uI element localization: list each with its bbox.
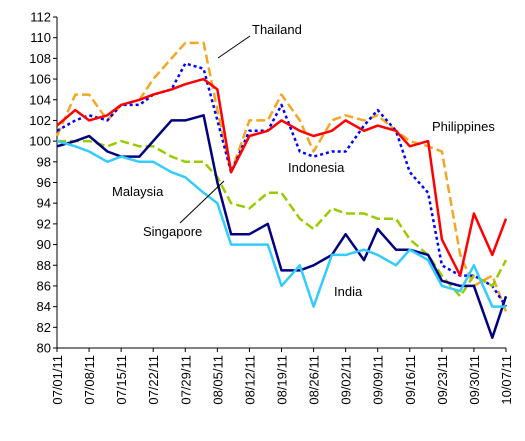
y-tick-label: 104 <box>29 92 51 107</box>
x-tick-label: 09/23/11 <box>435 355 450 405</box>
x-tick-label: 09/16/11 <box>403 355 418 405</box>
x-tick-label: 10/07/11 <box>499 355 514 405</box>
series-label: India <box>334 284 363 299</box>
y-tick-label: 108 <box>29 51 51 66</box>
y-tick-label: 106 <box>29 72 51 87</box>
y-tick-label: 96 <box>37 175 51 190</box>
x-tick-label: 07/08/11 <box>82 355 97 405</box>
y-tick-label: 98 <box>37 154 51 169</box>
y-tick-label: 94 <box>37 196 51 211</box>
series-line <box>56 62 508 308</box>
y-tick-label: 110 <box>30 30 51 45</box>
series-label: Singapore <box>143 224 202 239</box>
y-tick-label: 100 <box>29 134 51 149</box>
x-tick-label: 07/22/11 <box>146 355 161 405</box>
y-tick-label: 102 <box>29 113 51 128</box>
x-tick-label: 09/02/11 <box>339 355 354 405</box>
series-label: Indonesia <box>288 160 345 175</box>
x-tick-label: 09/30/11 <box>467 355 482 405</box>
series-line <box>56 139 506 308</box>
y-tick-label: 90 <box>37 237 51 252</box>
y-tick-label: 92 <box>37 216 51 231</box>
x-tick-label: 08/05/11 <box>210 355 225 405</box>
x-tick-label: 09/09/11 <box>371 355 386 405</box>
series-line <box>56 114 508 339</box>
x-tick-label: 08/12/11 <box>242 355 257 405</box>
x-tick-label: 07/01/11 <box>50 355 65 405</box>
y-tick-label: 112 <box>30 10 51 25</box>
leader-line <box>217 35 251 59</box>
series-line <box>56 77 508 277</box>
series-label: Thailand <box>252 22 302 37</box>
y-tick-label: 82 <box>37 320 51 335</box>
y-tick-label: 84 <box>37 299 51 314</box>
series-label: Malaysia <box>112 184 164 199</box>
x-tick-label: 07/15/11 <box>114 355 129 405</box>
y-tick-label: 88 <box>37 258 51 273</box>
x-tick-label: 08/19/11 <box>275 355 290 405</box>
leader-line <box>179 180 225 224</box>
y-tick-label: 86 <box>37 278 51 293</box>
y-tick-label: 80 <box>37 341 51 356</box>
x-tick-label: 07/29/11 <box>178 355 193 405</box>
series-label: Philippines <box>432 119 495 134</box>
x-tick-label: 08/26/11 <box>307 355 322 405</box>
